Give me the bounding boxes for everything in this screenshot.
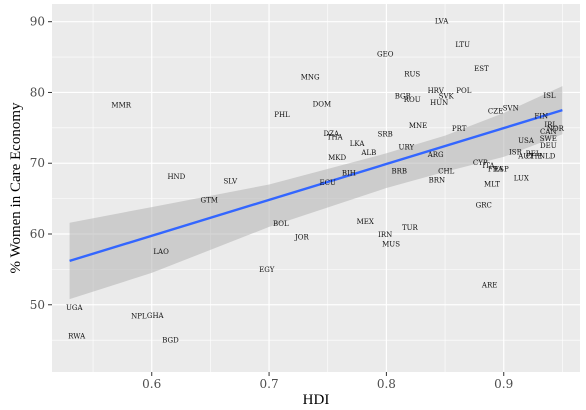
point-label-arg: ARG xyxy=(427,151,444,159)
y-axis-title: % Women in Care Economy xyxy=(8,102,24,273)
point-label-mmr: MMR xyxy=(111,102,131,110)
point-label-bgr: BGR xyxy=(395,93,412,101)
point-label-dom: DOM xyxy=(313,100,332,108)
x-axis-ticks: 0.6 0.7 0.8 0.9 xyxy=(142,372,513,391)
point-label-uga: UGA xyxy=(66,304,83,312)
point-label-brn: BRN xyxy=(429,177,446,185)
point-label-rus: RUS xyxy=(404,71,420,79)
point-label-grc: GRC xyxy=(476,201,492,209)
point-label-swe: SWE xyxy=(540,135,557,143)
point-label-mlt: MLT xyxy=(484,180,500,188)
point-label-nld: NLD xyxy=(539,153,556,161)
point-label-egy: EGY xyxy=(259,266,275,274)
point-label-hun: HUN xyxy=(430,99,448,107)
point-label-deu: DEU xyxy=(540,142,557,150)
point-label-npl: NPL xyxy=(131,313,147,321)
point-label-gha: GHA xyxy=(147,312,165,320)
point-label-can: CAN xyxy=(540,128,557,136)
point-label-svk: SVK xyxy=(439,93,455,101)
point-label-alb: ALB xyxy=(360,149,376,157)
confidence-band xyxy=(69,86,563,300)
point-label-dza: DZA xyxy=(323,130,339,138)
x-tick-label: 0.9 xyxy=(494,377,513,391)
point-label-isr: ISR xyxy=(509,148,523,156)
y-tick-label: 90 xyxy=(30,15,45,29)
point-label-ecu: ECU xyxy=(320,179,336,187)
point-label-rwa: RWA xyxy=(68,332,86,340)
x-axis-title: HDI xyxy=(303,392,330,408)
x-tick-label: 0.6 xyxy=(142,377,161,391)
point-label-che: CHE xyxy=(526,153,543,161)
point-label-est: EST xyxy=(474,65,489,73)
trend-line xyxy=(69,109,563,263)
point-label-srb: SRB xyxy=(378,131,393,139)
point-label-bgd: BGD xyxy=(162,337,179,345)
point-label-slv: SLV xyxy=(224,177,239,185)
point-label-svn: SVN xyxy=(503,105,519,113)
point-label-rou: ROU xyxy=(404,96,421,104)
point-label-lux: LUX xyxy=(514,175,529,183)
point-label-hrv: HRV xyxy=(428,87,445,95)
point-label-jor: JOR xyxy=(294,233,310,241)
point-label-ury: URY xyxy=(399,143,415,151)
point-label-prt: PRT xyxy=(452,125,467,133)
point-label-tur: TUR xyxy=(402,224,419,232)
point-label-bol: BOL xyxy=(273,220,289,228)
point-label-irl: IRL xyxy=(544,121,557,129)
y-tick-label: 60 xyxy=(30,227,45,241)
point-label-aut: AUT xyxy=(517,153,534,161)
point-label-isl: ISL xyxy=(543,92,556,100)
point-label-ita: ITA xyxy=(482,162,495,170)
point-label-fin: FIN xyxy=(534,112,548,120)
point-label-lka: LKA xyxy=(350,140,366,148)
point-label-cyp: CYP xyxy=(473,159,488,167)
point-label-esp: ESP xyxy=(494,165,509,173)
x-tick-label: 0.7 xyxy=(260,377,279,391)
point-label-bel: BEL xyxy=(526,150,541,158)
point-label-irn: IRN xyxy=(378,231,392,239)
point-label-lao: LAO xyxy=(153,248,169,256)
point-label-phl: PHL xyxy=(274,111,290,119)
point-label-nor: NOR xyxy=(547,125,565,133)
y-tick-label: 50 xyxy=(30,298,45,312)
point-label-pol: POL xyxy=(456,87,471,95)
point-label-ltu: LTU xyxy=(455,41,470,49)
y-axis-ticks: 50 60 70 80 90 xyxy=(30,15,52,312)
point-label-gtm: GTM xyxy=(201,197,218,205)
point-label-mng: MNG xyxy=(301,73,320,81)
point-label-mkd: MKD xyxy=(328,154,346,162)
point-label-brb: BRB xyxy=(392,168,408,176)
point-label-bih: BIH xyxy=(342,170,356,178)
y-tick-label: 70 xyxy=(30,156,45,170)
point-label-mne: MNE xyxy=(409,122,427,130)
point-label-fra: FRA xyxy=(488,165,504,173)
point-label-hnd: HND xyxy=(167,173,185,181)
point-label-geo: GEO xyxy=(377,51,394,59)
y-tick-label: 80 xyxy=(30,85,45,99)
x-tick-label: 0.8 xyxy=(377,377,396,391)
point-label-are: ARE xyxy=(481,281,497,289)
point-label-mex: MEX xyxy=(357,218,374,226)
point-label-usa: USA xyxy=(518,137,535,145)
point-label-chl: CHL xyxy=(438,168,454,176)
point-label-lva: LVA xyxy=(435,17,449,25)
point-label-cze: CZE xyxy=(488,107,503,115)
point-label-mus: MUS xyxy=(382,240,400,248)
point-label-tha: THA xyxy=(327,134,344,142)
